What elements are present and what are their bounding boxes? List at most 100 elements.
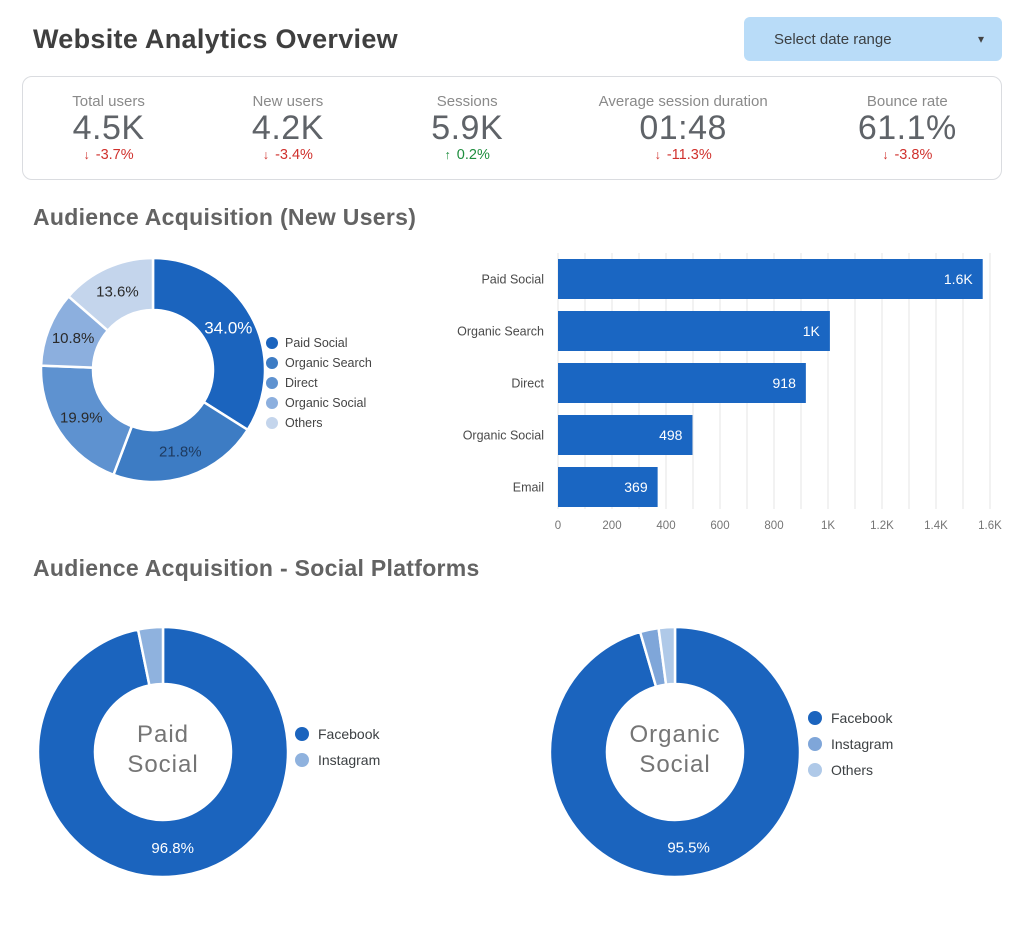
- channels-bar-chart[interactable]: Paid Social 1.6K Organic Search 1K Direct 918…: [438, 243, 1008, 533]
- kpi-label: Bounce rate: [866, 92, 948, 110]
- slice-label: 19.9%: [60, 410, 103, 427]
- donut-slice-organic-search[interactable]: [112, 400, 249, 484]
- legend-item-direct[interactable]: Direct: [266, 376, 372, 390]
- legend-item-others[interactable]: Others: [808, 762, 893, 778]
- legend-label: Organic Social: [285, 396, 367, 410]
- kpi-sessions: Sessions 5.9K ↑ 0.2%: [382, 93, 553, 164]
- organic-social-donut-chart[interactable]: 95.5% Organic Social: [545, 622, 805, 882]
- legend-label: Instagram: [318, 752, 381, 768]
- kpi-bounce-rate: Bounce rate 61.1% ↓ -3.8%: [814, 93, 1001, 164]
- legend-dot-icon: [295, 753, 309, 767]
- donut-center-label: Social: [639, 751, 710, 778]
- section-title-acquisition: Audience Acquisition (New Users): [33, 204, 417, 230]
- legend-item-organic-search[interactable]: Organic Search: [266, 356, 372, 370]
- x-axis-tick-label: 1.2K: [870, 520, 894, 532]
- legend-dot-icon: [266, 377, 278, 389]
- legend-label: Others: [285, 416, 323, 430]
- donut-slice-others[interactable]: [67, 256, 155, 332]
- kpi-value: 5.9K: [431, 108, 504, 147]
- bar-category-label: Email: [513, 481, 544, 495]
- legend-item-facebook[interactable]: Facebook: [295, 726, 380, 742]
- bar-paid-social[interactable]: [558, 259, 983, 299]
- donut-center-label: Paid: [137, 721, 189, 748]
- slice-label: 34.0%: [204, 319, 252, 338]
- legend-dot-icon: [808, 763, 822, 777]
- legend-dot-icon: [808, 737, 822, 751]
- x-axis-tick-label: 1.4K: [924, 520, 948, 532]
- slice-label: 95.5%: [667, 840, 710, 857]
- slice-label: 96.8%: [151, 840, 194, 857]
- legend-dot-icon: [266, 337, 278, 349]
- legend-dot-icon: [295, 727, 309, 741]
- bar-category-label: Direct: [511, 377, 544, 391]
- kpi-delta: ↓ -11.3%: [654, 147, 712, 164]
- x-axis-tick-label: 400: [656, 520, 675, 532]
- bar-direct[interactable]: [558, 363, 806, 403]
- kpi-delta: ↓ -3.7%: [83, 147, 134, 164]
- x-axis-tick-label: 200: [602, 520, 621, 532]
- donut-slice-facebook[interactable]: [36, 625, 290, 879]
- channels-donut-chart[interactable]: 34.0% 21.8% 19.9% 10.8% 13.6%: [33, 250, 273, 490]
- legend-label: Direct: [285, 376, 318, 390]
- legend-label: Facebook: [318, 726, 380, 742]
- legend-item-organic-social[interactable]: Organic Social: [266, 396, 372, 410]
- bar-value-label: 369: [624, 479, 648, 495]
- kpi-value: 4.2K: [251, 108, 324, 147]
- date-range-label: Select date range: [774, 30, 892, 48]
- kpi-value: 01:48: [639, 108, 727, 147]
- donut-center-label: Social: [127, 751, 198, 778]
- kpi-label: Average session duration: [598, 92, 768, 110]
- bar-organic-social[interactable]: [558, 415, 693, 455]
- kpi-label: Sessions: [436, 92, 498, 110]
- slice-label: 21.8%: [159, 444, 202, 461]
- chevron-down-icon: ▾: [977, 32, 984, 46]
- kpi-value: 61.1%: [857, 108, 957, 147]
- legend-item-others[interactable]: Others: [266, 416, 372, 430]
- legend-dot-icon: [266, 357, 278, 369]
- donut-slice-others[interactable]: [657, 625, 677, 686]
- arrow-up-icon: ↑: [444, 148, 451, 163]
- x-axis-tick-label: 1.6K: [978, 520, 1002, 532]
- kpi-value: 4.5K: [72, 108, 145, 147]
- bar-organic-search[interactable]: [558, 311, 830, 351]
- bar-value-label: 498: [659, 427, 683, 443]
- donut-slice-instagram[interactable]: [136, 625, 165, 687]
- kpi-label: New users: [252, 92, 324, 110]
- bar-email[interactable]: [558, 467, 658, 507]
- kpi-average-session-duration: Average session duration 01:48 ↓ -11.3%: [553, 93, 814, 164]
- kpi-new-users: New users 4.2K ↓ -3.4%: [194, 93, 381, 164]
- bar-value-label: 1K: [803, 323, 821, 339]
- social-row: 96.8% Paid Social Facebook Instagram 95.5% O…: [0, 608, 1024, 914]
- arrow-down-icon: ↓: [882, 148, 889, 163]
- legend-dot-icon: [808, 711, 822, 725]
- legend-item-facebook[interactable]: Facebook: [808, 710, 893, 726]
- x-axis-tick-label: 0: [555, 520, 561, 532]
- slice-label: 13.6%: [96, 284, 139, 301]
- legend-label: Instagram: [831, 736, 894, 752]
- donut-slice-paid-social[interactable]: [151, 256, 267, 432]
- bar-category-label: Organic Search: [457, 325, 544, 339]
- x-axis-tick-label: 1K: [821, 520, 835, 532]
- kpi-delta: ↑ 0.2%: [444, 147, 490, 164]
- channels-donut-legend: Paid Social Organic Search Direct Organic S…: [266, 336, 372, 430]
- bar-value-label: 1.6K: [944, 271, 973, 287]
- kpi-label: Total users: [72, 92, 145, 110]
- paid-social-legend: Facebook Instagram: [295, 726, 380, 768]
- kpi-delta: ↓ -3.4%: [262, 147, 313, 164]
- x-axis-tick-label: 800: [764, 520, 783, 532]
- donut-slice-facebook[interactable]: [548, 625, 802, 879]
- page-title: Website Analytics Overview: [33, 23, 398, 54]
- legend-label: Others: [831, 762, 874, 778]
- arrow-down-icon: ↓: [654, 148, 661, 163]
- bar-value-label: 918: [773, 375, 797, 391]
- legend-item-paid-social[interactable]: Paid Social: [266, 336, 372, 350]
- paid-social-donut-chart[interactable]: 96.8% Paid Social: [33, 622, 293, 882]
- legend-label: Paid Social: [285, 336, 348, 350]
- kpi-delta: ↓ -3.8%: [882, 147, 933, 164]
- legend-item-instagram[interactable]: Instagram: [808, 736, 893, 752]
- x-axis-tick-label: 600: [710, 520, 729, 532]
- legend-item-instagram[interactable]: Instagram: [295, 752, 380, 768]
- date-range-selector[interactable]: Select date range ▾: [744, 17, 1002, 61]
- bar-category-label: Organic Social: [463, 429, 544, 443]
